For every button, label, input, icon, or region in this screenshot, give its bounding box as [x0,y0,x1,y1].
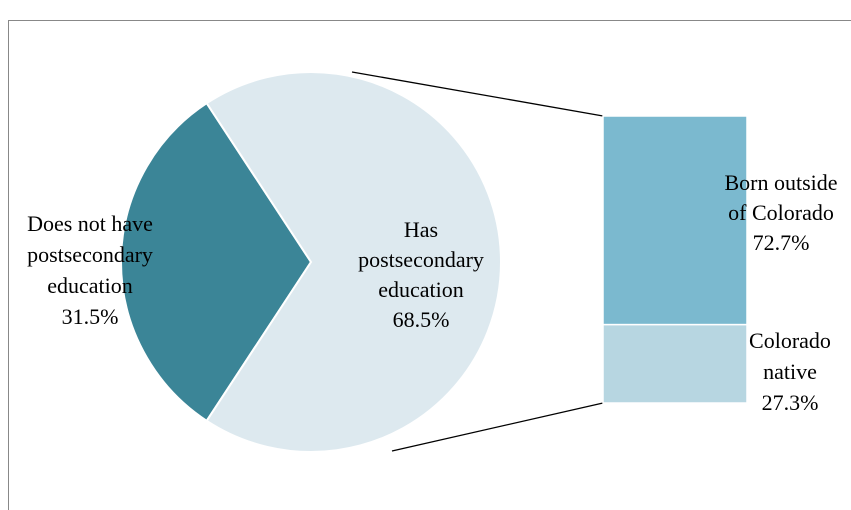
data-label: native [763,359,817,384]
data-label: Has [404,217,438,242]
value-label: 27.3% [762,390,819,415]
data-label: postsecondary [27,242,153,267]
connector-line [391,402,604,452]
data-label: education [378,277,464,302]
data-label: Born outside [724,170,837,195]
value-label: 31.5% [62,304,119,329]
data-label: education [47,273,133,298]
pie-slice [120,101,313,423]
connector-line [351,71,604,117]
data-label: Does not have [27,211,153,236]
data-label: of Colorado [728,200,834,225]
value-label: 72.7% [753,230,810,255]
pie-slice [205,71,503,453]
bar-segment [602,323,748,404]
data-label: Colorado [749,328,831,353]
data-label: postsecondary [358,247,484,272]
value-label: 68.5% [393,307,450,332]
bar-segment [602,115,748,326]
